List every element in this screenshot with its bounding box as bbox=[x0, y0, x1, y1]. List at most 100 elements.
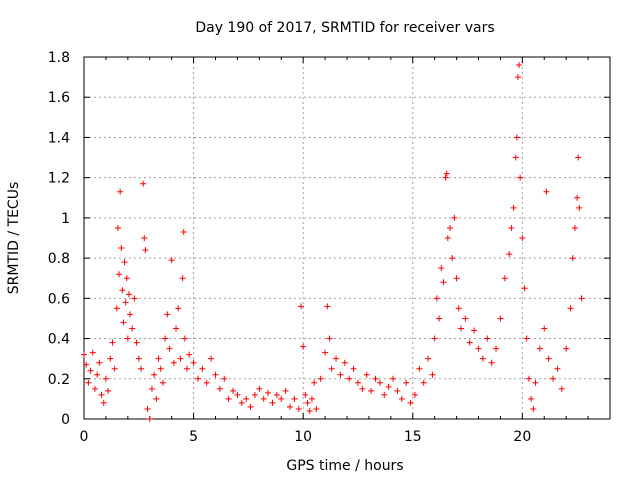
data-point bbox=[525, 375, 532, 382]
data-point bbox=[394, 387, 401, 394]
data-point bbox=[129, 325, 136, 332]
data-point bbox=[179, 275, 186, 282]
data-point bbox=[541, 325, 548, 332]
data-point bbox=[148, 385, 155, 392]
data-point bbox=[449, 255, 456, 262]
data-point bbox=[497, 315, 504, 322]
data-point bbox=[140, 180, 147, 187]
data-point bbox=[554, 365, 561, 372]
data-point bbox=[173, 325, 180, 332]
data-point bbox=[287, 403, 294, 410]
data-point bbox=[135, 355, 142, 362]
data-point bbox=[328, 365, 335, 372]
data-point bbox=[308, 395, 315, 402]
data-point bbox=[282, 387, 289, 394]
data-point bbox=[403, 379, 410, 386]
data-point bbox=[398, 395, 405, 402]
data-point bbox=[114, 224, 121, 231]
data-point bbox=[311, 379, 318, 386]
data-point bbox=[475, 345, 482, 352]
data-point bbox=[453, 275, 460, 282]
data-point bbox=[98, 391, 105, 398]
data-point bbox=[190, 359, 197, 366]
data-point bbox=[225, 395, 232, 402]
data-point bbox=[451, 214, 458, 221]
data-point bbox=[151, 371, 158, 378]
y-tick-label: 0.2 bbox=[48, 372, 70, 388]
data-point bbox=[127, 311, 134, 318]
data-point bbox=[545, 355, 552, 362]
y-tick-label: 1 bbox=[61, 211, 70, 227]
data-point bbox=[354, 379, 361, 386]
data-point bbox=[203, 379, 210, 386]
data-point bbox=[153, 395, 160, 402]
x-tick-label: 10 bbox=[294, 429, 312, 445]
y-axis-label: SRMTID / TECUs bbox=[6, 182, 22, 295]
data-point bbox=[166, 345, 173, 352]
data-point bbox=[578, 295, 585, 302]
data-point bbox=[436, 315, 443, 322]
data-point bbox=[300, 343, 307, 350]
data-points bbox=[81, 62, 585, 422]
data-point bbox=[516, 62, 523, 69]
data-point bbox=[530, 405, 537, 412]
data-point bbox=[443, 170, 450, 177]
y-tick-label: 1.2 bbox=[48, 171, 70, 187]
data-point bbox=[278, 395, 285, 402]
data-point bbox=[444, 235, 451, 241]
data-point bbox=[385, 383, 392, 390]
data-point bbox=[517, 174, 524, 181]
data-point bbox=[168, 257, 175, 264]
data-point bbox=[438, 265, 445, 272]
data-point bbox=[462, 315, 469, 322]
data-point bbox=[569, 255, 576, 262]
data-point bbox=[431, 335, 438, 342]
data-point bbox=[416, 365, 423, 372]
data-point bbox=[411, 391, 418, 398]
data-point bbox=[471, 327, 478, 334]
data-point bbox=[528, 395, 535, 402]
data-point bbox=[558, 385, 565, 392]
data-point bbox=[337, 371, 344, 378]
data-point bbox=[117, 188, 124, 195]
data-point bbox=[122, 299, 129, 306]
data-point bbox=[89, 349, 96, 356]
data-point bbox=[513, 134, 520, 141]
data-point bbox=[506, 251, 513, 258]
x-tick-labels: 0 5 10 15 20 bbox=[80, 429, 532, 445]
data-point bbox=[291, 395, 298, 402]
data-point bbox=[532, 379, 539, 386]
data-point bbox=[164, 311, 171, 318]
data-point bbox=[359, 385, 366, 392]
x-tick-label: 5 bbox=[189, 429, 198, 445]
data-point bbox=[407, 399, 414, 406]
x-tick-label: 20 bbox=[513, 429, 531, 445]
data-point bbox=[116, 271, 123, 278]
data-point bbox=[109, 339, 116, 346]
data-point bbox=[501, 275, 508, 282]
data-point bbox=[83, 361, 90, 368]
data-point bbox=[510, 204, 517, 211]
data-point bbox=[317, 375, 324, 382]
data-point bbox=[96, 359, 103, 366]
data-point bbox=[324, 303, 331, 310]
x-axis-label: GPS time / hours bbox=[286, 458, 403, 474]
data-point bbox=[269, 399, 276, 406]
data-point bbox=[221, 375, 228, 382]
data-point bbox=[243, 395, 250, 402]
y-tick-label: 1.4 bbox=[48, 130, 70, 146]
data-point bbox=[100, 399, 107, 406]
data-point bbox=[433, 295, 440, 302]
x-tick-label: 15 bbox=[404, 429, 422, 445]
data-point bbox=[124, 335, 131, 342]
axis-ticks bbox=[83, 56, 610, 420]
data-point bbox=[142, 247, 149, 254]
data-point bbox=[523, 335, 530, 342]
data-point bbox=[575, 154, 582, 161]
data-point bbox=[113, 305, 120, 312]
data-point bbox=[322, 349, 329, 356]
data-point bbox=[447, 224, 454, 231]
data-point bbox=[425, 355, 432, 362]
data-point bbox=[186, 351, 193, 358]
